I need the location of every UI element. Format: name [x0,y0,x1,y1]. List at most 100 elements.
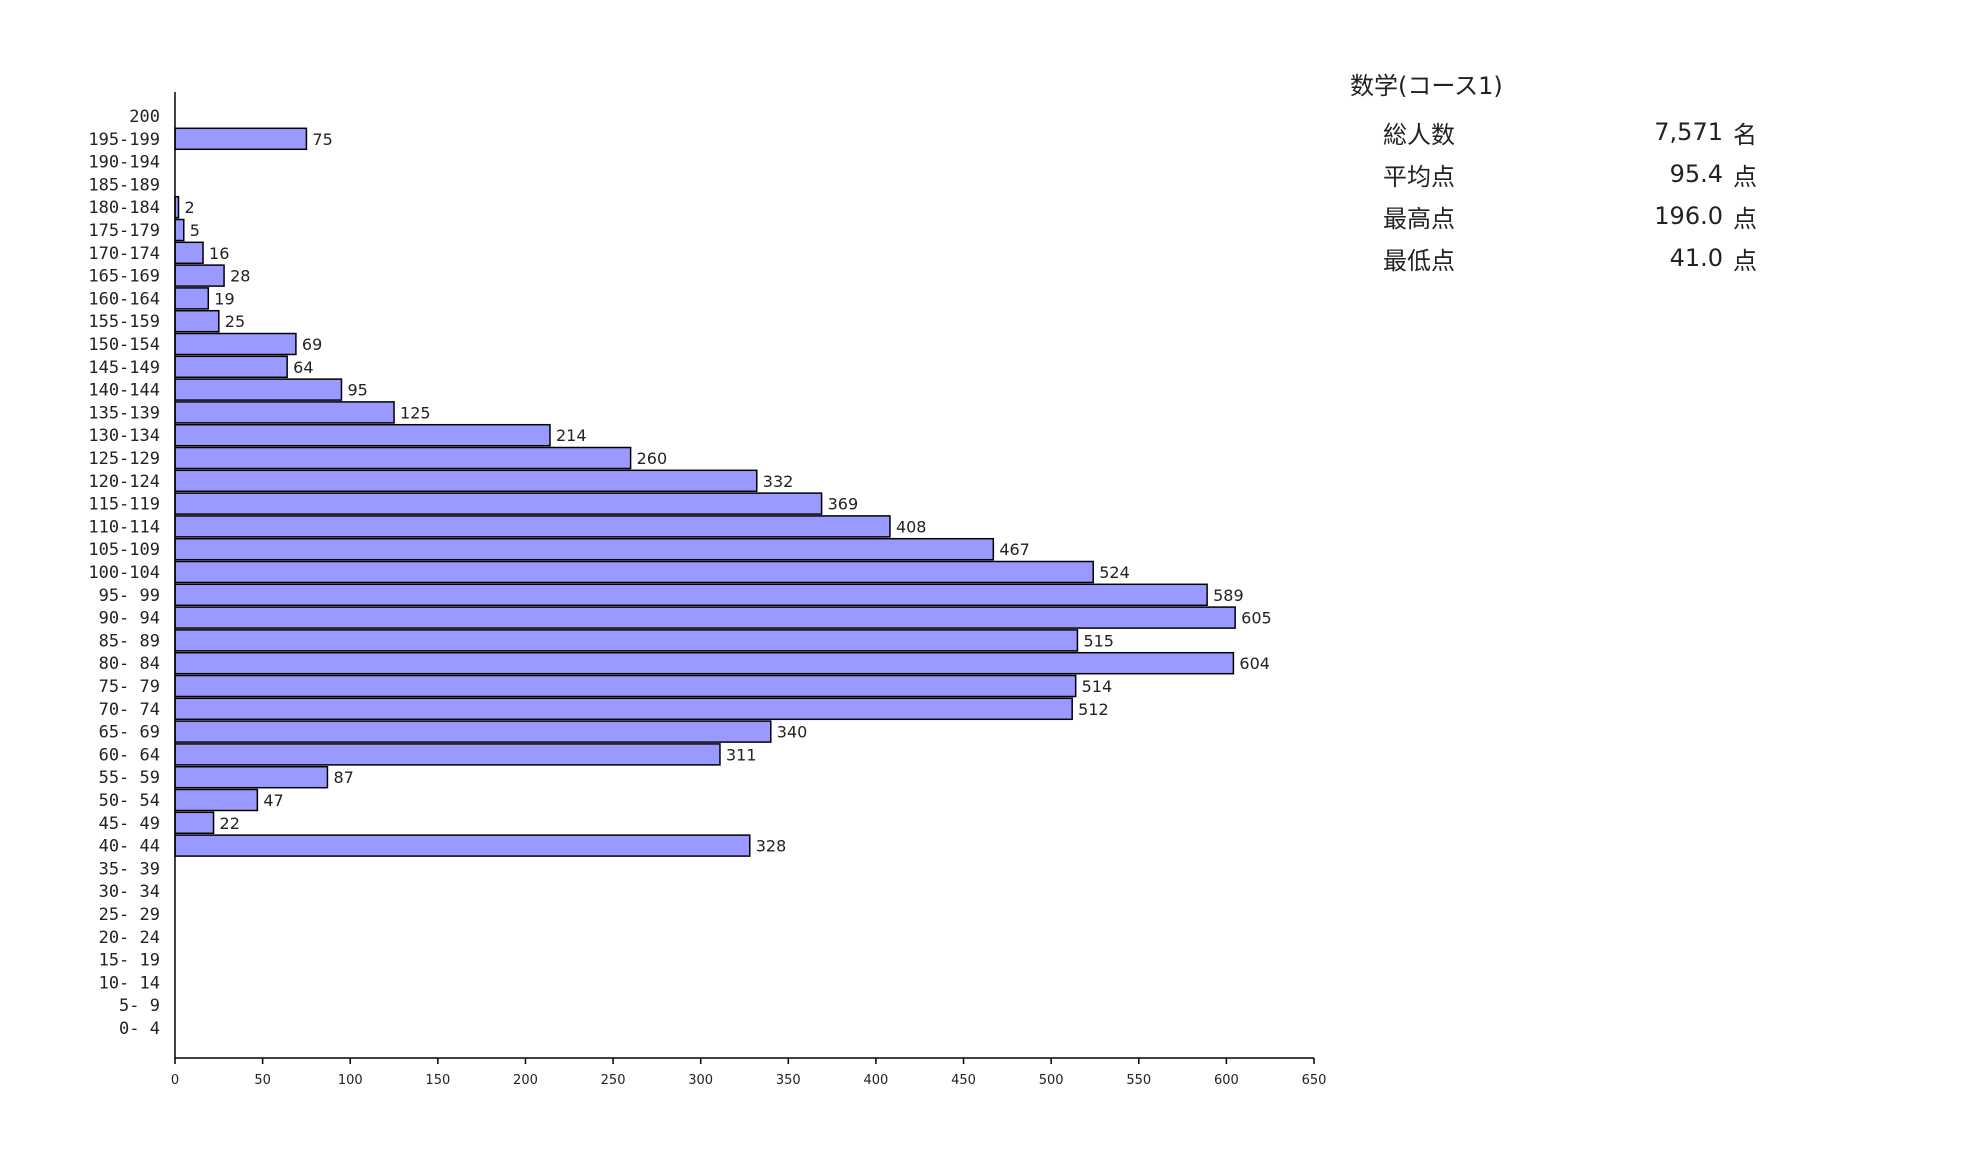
max-unit: 点 [1733,204,1757,233]
bar-value-label: 75 [312,130,332,149]
category-label: 185-189 [88,175,160,195]
bar-value-label: 515 [1083,631,1114,650]
x-tick-label: 100 [338,1073,363,1088]
category-label: 195-199 [88,130,160,150]
bar [174,423,551,447]
bar [174,264,225,287]
bar [174,606,1236,629]
bar-value-label: 332 [763,472,794,491]
bar [174,811,215,835]
x-ticks: 0 50 100 150 200 250 300 350 400 450 500 550 600 650 [171,1058,1327,1088]
category-label: 0- 4 [119,1019,160,1039]
category-label: 80- 84 [99,654,160,674]
category-label: 85- 89 [99,631,160,651]
bar [174,674,1077,698]
category-label: 100-104 [88,563,160,583]
category-label: 175-179 [88,221,160,241]
category-label: 25- 29 [99,905,160,925]
bar-value-label: 589 [1213,586,1244,605]
bar-value-label: 467 [999,540,1030,559]
x-tick-label: 200 [513,1073,538,1088]
stats-row-max: 最高点 196.0 点 [1350,195,1757,237]
category-label: 115-119 [88,495,160,515]
x-tick-label: 600 [1214,1073,1239,1088]
x-tick-label: 400 [864,1073,889,1088]
category-label: 120-124 [88,472,160,492]
average-label: 平均点 [1383,162,1455,191]
category-label: 130-134 [88,426,160,446]
bar-value-label: 95 [347,381,367,400]
category-label: 180-184 [88,198,160,218]
average-unit: 点 [1733,162,1757,191]
bar-value-label: 5 [190,221,200,240]
category-label: 20- 24 [99,928,160,948]
x-tick-label: 150 [425,1073,450,1088]
bar-value-label: 328 [756,837,787,856]
bar-value-label: 2 [185,198,195,217]
bar-value-label: 512 [1078,700,1109,719]
bar-value-label: 19 [214,289,234,308]
bar [174,834,751,857]
bar [174,788,259,812]
bar-value-label: 87 [333,768,353,787]
bar [174,651,1235,675]
x-tick-label: 450 [951,1073,976,1088]
category-label: 90- 94 [99,609,160,629]
bar [174,378,343,401]
x-tick-label: 650 [1302,1073,1327,1088]
category-label: 105-109 [88,540,160,560]
x-tick-label: 250 [601,1073,626,1088]
bar-value-label: 28 [230,267,250,286]
category-label: 150-154 [88,335,160,355]
category-label: 200 [129,107,160,127]
max-value: 196.0 [1654,202,1723,230]
bar-value-label: 16 [209,244,229,263]
bar-value-label: 408 [896,517,927,536]
category-label: 70- 74 [99,700,160,720]
bar [174,697,1073,721]
category-label: 60- 64 [99,745,160,765]
category-label: 75- 79 [99,677,160,697]
bar-value-label: 340 [777,723,808,742]
bar [174,127,308,151]
min-value: 41.0 [1669,244,1723,272]
bar-value-label: 260 [637,449,668,468]
category-label: 50- 54 [99,791,160,811]
bar-value-label: 125 [400,403,431,422]
bar [174,515,891,538]
bar-value-label: 605 [1241,609,1272,628]
category-label: 40- 44 [99,837,160,857]
category-label: 15- 19 [99,951,160,971]
bar-value-label: 514 [1082,677,1113,696]
bar [174,401,395,424]
average-value: 95.4 [1669,160,1723,188]
category-label: 10- 14 [99,973,160,993]
total-label: 総人数 [1383,120,1455,149]
x-tick-label: 50 [254,1073,271,1088]
stats-title: 数学(コース1) [1350,72,1503,100]
bar-value-label: 69 [302,335,322,354]
bar-value-label: 311 [726,745,757,764]
min-unit: 点 [1733,246,1757,275]
bar [174,309,220,333]
category-label: 165-169 [88,267,160,287]
x-tick-label: 300 [688,1073,713,1088]
max-label: 最高点 [1383,204,1455,233]
category-label: 145-149 [88,358,160,378]
bar [174,469,758,493]
bar [174,765,329,789]
stats-row-total: 総人数 7,571 名 [1350,111,1757,153]
bar [174,241,204,265]
category-label: 170-174 [88,244,160,264]
bar [174,355,288,379]
bar [174,743,721,766]
x-tick-label: 0 [171,1073,179,1088]
category-label: 45- 49 [99,814,160,834]
bar-value-label: 214 [556,426,587,445]
bar [174,583,1208,607]
bar [174,332,297,356]
category-label: 160-164 [88,289,160,309]
category-label: 110-114 [88,517,160,537]
bar-value-label: 604 [1239,654,1270,673]
category-label: 55- 59 [99,768,160,788]
